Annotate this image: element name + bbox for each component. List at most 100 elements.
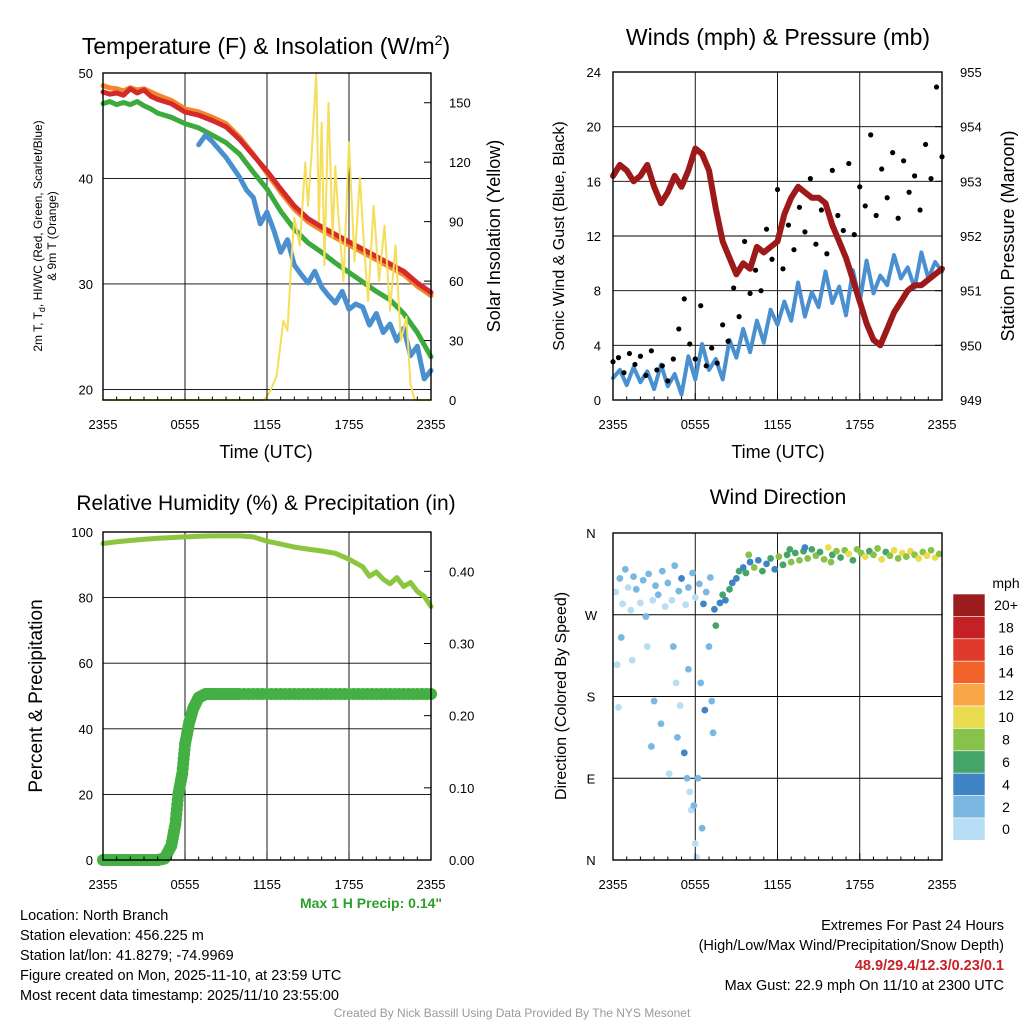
wind-direction-point	[661, 603, 669, 610]
wind-direction-point	[890, 546, 898, 554]
gust-point	[681, 296, 687, 302]
humidity-title: Relative Humidity (%) & Precipitation (i…	[76, 492, 455, 515]
gust-point	[731, 285, 737, 291]
x-tick-label: 2355	[89, 417, 118, 432]
legend-label: 8	[1002, 732, 1010, 748]
y-tick-label: 8	[594, 284, 601, 299]
series-line-sonic-wind	[611, 250, 944, 397]
legend-label: 18	[998, 620, 1014, 636]
gust-point	[933, 84, 940, 90]
gust-point	[654, 367, 660, 373]
y2-tick-label: 0.20	[449, 709, 474, 724]
wind-direction-point	[874, 545, 881, 552]
gust-point	[890, 150, 896, 156]
gust-point	[824, 251, 830, 257]
legend-swatch	[952, 616, 986, 640]
temperature-series	[100, 72, 434, 401]
legend-swatch	[952, 683, 986, 707]
gust-point	[862, 203, 868, 209]
recent-timestamp: Most recent data timestamp: 2025/11/10 2…	[20, 988, 339, 1004]
wind-direction-point	[658, 567, 666, 575]
gust-point	[911, 173, 918, 179]
y2-tick-label: 30	[449, 334, 463, 349]
gust-point	[752, 267, 759, 273]
wind-direction-point	[668, 596, 676, 604]
extremes-values: 48.9/29.4/12.3/0.23/0.1	[854, 958, 1004, 974]
wind-direction-point	[697, 679, 705, 687]
gust-point	[659, 363, 665, 369]
station-info: Location: North Branch Station elevation…	[20, 906, 341, 1006]
wind-direction-point	[709, 729, 717, 737]
wind-direction-point	[923, 552, 931, 560]
temperature-ylabel-line2: & 9m T (Orange)	[45, 191, 59, 281]
direction-tick-label: N	[586, 526, 595, 541]
wind-direction-point	[632, 585, 640, 593]
legend-swatch	[952, 660, 986, 684]
gust-point	[747, 290, 753, 296]
wind-direction-point	[691, 594, 699, 601]
wind-direction-point	[820, 555, 828, 563]
wind-direction-point	[619, 600, 626, 608]
series-line-solar-insolation	[102, 72, 432, 401]
wind-direction-point	[716, 599, 724, 607]
legend-label: 2	[1002, 799, 1010, 815]
direction-tick-label: S	[587, 690, 596, 705]
y2-tick-label: 0.00	[449, 853, 474, 868]
direction-tick-label: E	[587, 771, 596, 786]
x-tick-label: 1155	[764, 417, 792, 432]
wind-direction-point	[706, 574, 714, 581]
wind-direction-point	[726, 585, 733, 593]
humidity-panel: Relative Humidity (%) & Precipitation (i…	[26, 492, 474, 892]
station-location: Location: North Branch	[20, 908, 169, 924]
x-tick-label: 2355	[928, 417, 957, 432]
wind-direction-point	[827, 558, 835, 566]
wind-direction-point	[816, 548, 824, 556]
x-tick-label: 1755	[845, 877, 874, 892]
wind-direction-point	[628, 656, 636, 664]
gust-point	[648, 348, 654, 354]
y2-tick-label: 0.10	[449, 781, 474, 796]
wind-direction-point	[675, 587, 683, 595]
series-line-station-pressure	[610, 145, 945, 349]
gust-point	[840, 227, 846, 234]
x-tick-label: 0555	[171, 877, 200, 892]
gust-point	[917, 207, 923, 213]
wind-direction-point	[657, 720, 665, 728]
gust-point	[687, 341, 693, 347]
gust-point	[884, 195, 890, 201]
x-tick-label: 2355	[928, 877, 957, 892]
wind-direction-point	[689, 569, 696, 577]
y2-tick-label: 90	[449, 215, 463, 230]
y-tick-label: 0	[594, 393, 601, 408]
wind-direction-point	[801, 544, 809, 551]
x-tick-label: 2355	[89, 877, 118, 892]
wind-direction-point	[808, 545, 816, 553]
direction-tick-label: N	[586, 853, 595, 868]
wind-direction-point	[722, 596, 729, 604]
wind-direction-panel: Wind Direction 2355 0555 1155 1755 2355 N E S W N…	[553, 486, 1020, 892]
wind-direction-point	[672, 679, 680, 687]
legend-swatch	[952, 750, 986, 774]
extremes-box: Extremes For Past 24 Hours (High/Low/Max…	[699, 916, 1004, 996]
gust-point	[829, 167, 835, 173]
gust-point	[796, 204, 803, 210]
x-tick-label: 0555	[681, 877, 710, 892]
wind-direction-point	[665, 770, 673, 778]
temperature-title: Temperature (F) & Insolation (W/m2)	[82, 32, 450, 59]
gust-point	[851, 232, 857, 238]
station-elevation: Station elevation: 456.225 m	[20, 928, 204, 944]
wind-direction-point	[683, 774, 691, 782]
wind-direction-point	[630, 573, 637, 580]
wind-direction-point	[700, 600, 707, 608]
gust-point	[725, 338, 731, 344]
wind-direction-point	[861, 553, 869, 561]
winds-title: Winds (mph) & Pressure (mb)	[626, 24, 930, 50]
wind-direction-point	[682, 601, 690, 609]
y-tick-label: 20	[79, 787, 93, 802]
wind-direction-point	[746, 558, 754, 566]
y2-tick-label: 60	[449, 274, 463, 289]
wind-direction-point	[886, 552, 894, 560]
wind-direction-point	[698, 824, 706, 832]
wind-direction-point	[652, 582, 659, 590]
wind-direction-point	[676, 702, 684, 709]
